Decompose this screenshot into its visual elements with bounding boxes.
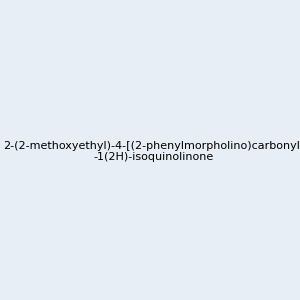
Text: 2-(2-methoxyethyl)-4-[(2-phenylmorpholino)carbonyl]
-1(2H)-isoquinolinone: 2-(2-methoxyethyl)-4-[(2-phenylmorpholin… xyxy=(3,141,300,162)
